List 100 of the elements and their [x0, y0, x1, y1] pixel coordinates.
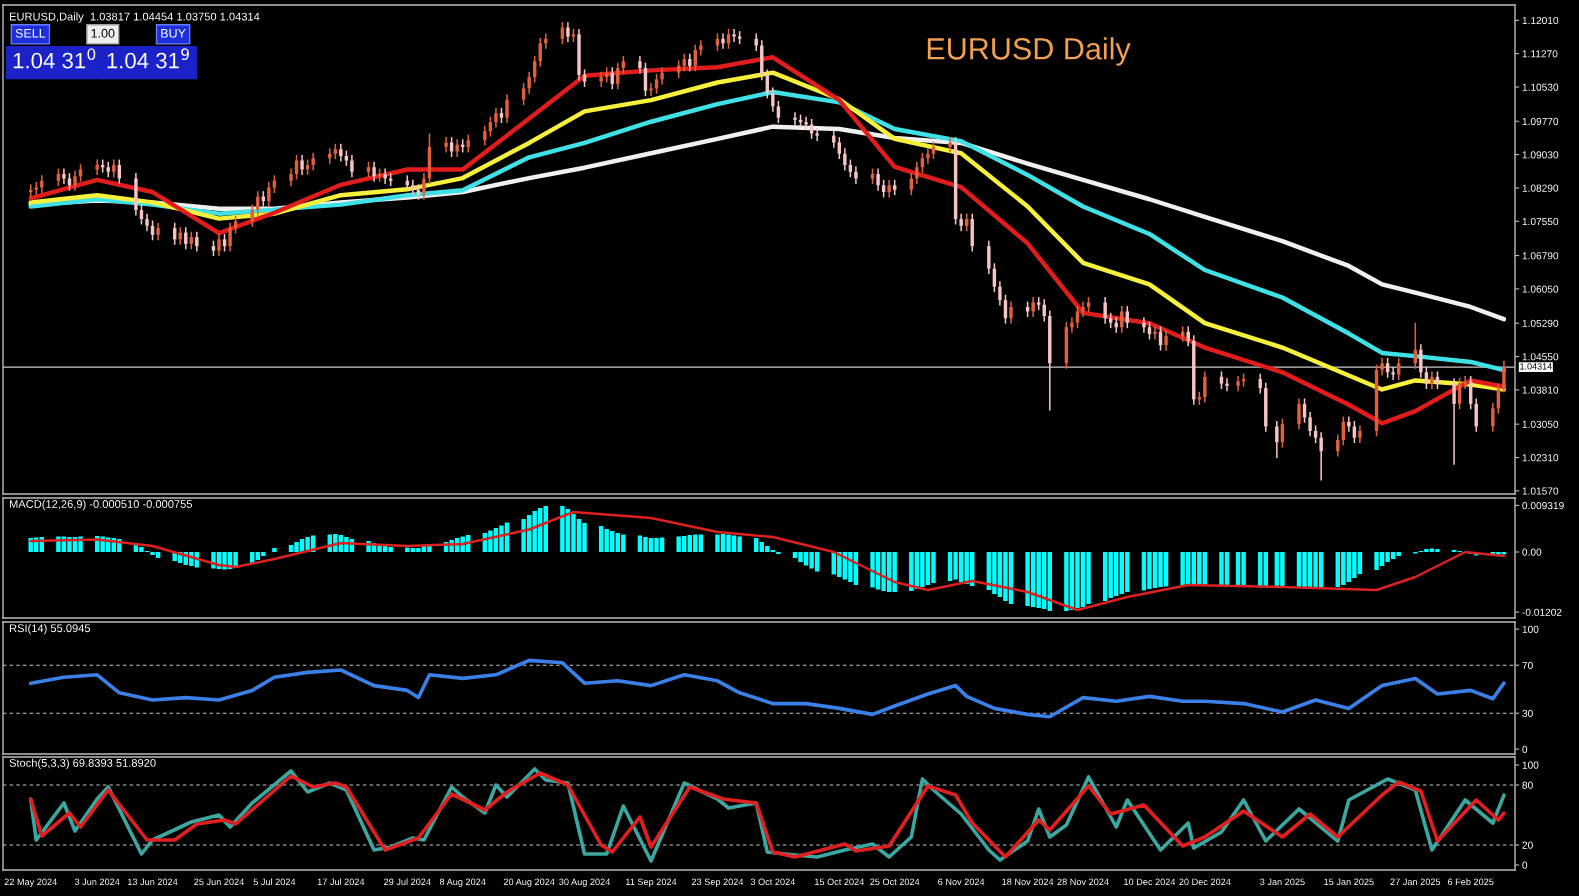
bar: [272, 548, 277, 552]
y-tick-label: 1.05290: [1522, 319, 1559, 327]
y-tick-label: 1.06050: [1522, 285, 1559, 293]
x-tick-label: 20 Dec 2024: [1179, 878, 1231, 886]
candlestick: [267, 181, 271, 208]
candlestick: [1463, 375, 1467, 390]
y-tick-label: 1.09770: [1522, 117, 1559, 126]
candlestick: [350, 154, 354, 178]
y-tick-label: 1.11270: [1522, 50, 1558, 58]
candlestick: [483, 125, 487, 147]
annotation: 1.04 31$^{9}$: [107, 48, 189, 69]
x-tick-label: 8 Aug 2024: [439, 878, 486, 887]
candlestick: [1009, 300, 1013, 325]
x-tick-label: 30 Aug 2024: [559, 878, 611, 887]
candlestick: [1347, 415, 1351, 433]
candlestick: [721, 32, 725, 50]
candlestick: [804, 116, 808, 131]
candlestick: [915, 161, 919, 185]
x-tick-label: 25 Oct 2024: [870, 878, 920, 886]
x-tick-label: 17 Jul 2024: [317, 878, 365, 886]
x-tick-label: 22 May 2024: [4, 878, 57, 887]
y-tick-label: 70: [1522, 661, 1533, 669]
y-tick-label: 1.06790: [1522, 252, 1559, 260]
candlestick: [1164, 330, 1168, 352]
y-tick-label: 1.12010: [1522, 16, 1559, 25]
candlestick: [1103, 296, 1107, 325]
x-tick-label: 20 Aug 2024: [503, 878, 555, 887]
candlestick: [649, 82, 653, 97]
candlestick: [195, 230, 199, 253]
candlestick: [1419, 343, 1423, 379]
candlestick: [1075, 305, 1080, 329]
line-series: [29, 510, 1506, 612]
candlestick: [732, 28, 736, 43]
ref-line-label: 1.04314: [1520, 363, 1552, 370]
candlestick: [372, 161, 376, 183]
y-tick-label: 1.09030: [1522, 151, 1559, 159]
candlestick: [300, 154, 304, 176]
x-tick-label: 15 Jan 2025: [1324, 878, 1374, 886]
x-tick-label: 23 Sep 2024: [691, 878, 744, 887]
annotation: BUY: [161, 28, 186, 38]
candlestick: [1081, 300, 1085, 318]
y-tick-label: 1.04550: [1522, 353, 1559, 361]
y-tick-label: 1.03810: [1522, 386, 1559, 394]
candlestick: [987, 239, 991, 275]
x-tick-label: 3 Jan 2025: [1260, 878, 1305, 886]
candlestick: [1153, 325, 1157, 341]
y-tick-label: 0: [1522, 861, 1528, 869]
x-tick-label: 10 Dec 2024: [1124, 878, 1176, 886]
candlestick: [1352, 420, 1357, 444]
x-tick-label: 6 Feb 2025: [1447, 878, 1494, 886]
candlestick: [1308, 411, 1312, 438]
candlestick: [505, 93, 509, 124]
candlestick: [117, 158, 122, 185]
annotation: 1.04 31$^{0}$: [13, 48, 96, 69]
candlestick: [1297, 397, 1301, 431]
y-tick-label: 1.02310: [1522, 454, 1559, 462]
candlestick: [699, 39, 703, 57]
candlestick: [1225, 377, 1229, 393]
candlestick: [1468, 375, 1473, 411]
candlestick: [843, 147, 847, 172]
y-tick-label: 0: [1522, 745, 1528, 753]
x-tick-label: 3 Oct 2024: [750, 878, 795, 886]
candlestick: [1319, 431, 1323, 482]
y-tick-label: 1.01570: [1522, 487, 1559, 495]
candlestick: [793, 111, 797, 127]
candlestick: [1452, 377, 1456, 466]
y-tick-label: 1.07550: [1522, 217, 1559, 226]
candlestick: [876, 167, 880, 192]
x-tick-label: 3 Jun 2024: [74, 878, 120, 886]
y-tick-label: 1.10530: [1522, 83, 1559, 91]
y-tick-label: 30: [1522, 709, 1533, 717]
candlestick: [1275, 420, 1279, 459]
annotation: EURUSD Daily: [927, 37, 1131, 66]
candlestick: [1424, 366, 1429, 390]
x-tick-label: 29 Jul 2024: [384, 878, 431, 886]
x-tick-label: 18 Nov 2024: [1002, 878, 1054, 886]
candlestick: [776, 100, 781, 124]
candlestick: [1070, 316, 1074, 334]
x-tick-label: 25 Jun 2024: [194, 878, 244, 886]
candlestick: [566, 21, 570, 43]
candlestick: [228, 221, 232, 253]
candlestick: [1203, 370, 1207, 404]
candlestick: [926, 147, 930, 165]
candlestick: [521, 82, 526, 106]
candlestick: [422, 172, 426, 201]
candlestick: [217, 233, 221, 257]
candlestick: [294, 154, 299, 181]
y-tick-label: 20: [1522, 841, 1533, 849]
bar: [754, 538, 759, 552]
x-tick-label: 28 Nov 2024: [1057, 878, 1109, 886]
y-tick-label: 1.03050: [1522, 420, 1559, 428]
candlestick: [494, 106, 498, 129]
y-tick-label: -0.01202: [1522, 608, 1562, 616]
x-tick-label: 5 Jul 2024: [253, 878, 296, 886]
candlestick: [815, 127, 819, 142]
y-tick-label: 0.009319: [1522, 502, 1564, 510]
candlestick: [771, 86, 775, 113]
candlestick: [837, 136, 842, 160]
candlestick: [1142, 316, 1146, 334]
annotation: 1.00: [91, 28, 115, 38]
